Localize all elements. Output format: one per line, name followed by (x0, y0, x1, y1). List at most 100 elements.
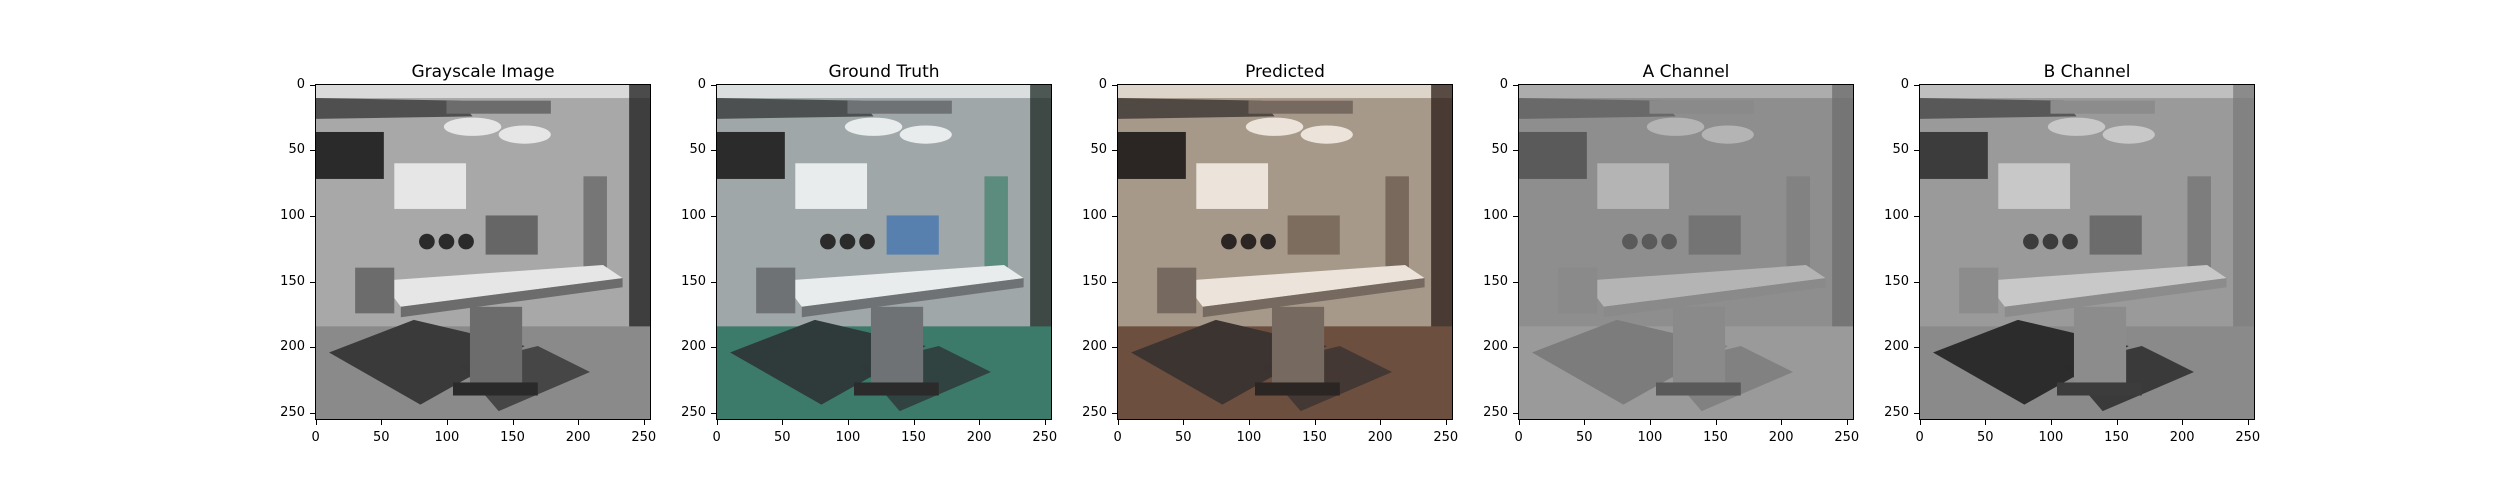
x-tick-mark (1919, 420, 1921, 425)
y-tick-mark (711, 150, 716, 152)
y-tick-label: 50 (1090, 142, 1107, 158)
x-tick-label: 250 (2235, 430, 2261, 445)
x-tick-mark (1715, 420, 1717, 425)
y-tick-mark (310, 412, 315, 414)
x-tick-mark (2247, 420, 2249, 425)
y-tick-label: 100 (1884, 207, 1909, 223)
x-tick-label: 200 (565, 430, 591, 445)
y-tick-label: 250 (681, 404, 706, 420)
y-tick-label: 200 (1483, 339, 1508, 355)
x-tick-mark (578, 420, 580, 425)
y-tick-mark (1112, 150, 1117, 152)
y-tick-label: 0 (1499, 76, 1508, 92)
x-tick-label: 150 (500, 430, 525, 445)
y-tick-label: 200 (681, 339, 706, 355)
y-tick-mark (711, 215, 716, 217)
x-tick-mark (1781, 420, 1783, 425)
y-tick-label: 200 (1082, 339, 1107, 355)
panel-title: Grayscale Image (411, 62, 555, 82)
x-tick-mark (2050, 420, 2052, 425)
y-tick-mark (1914, 215, 1919, 217)
y-tick-mark (711, 347, 716, 349)
y-tick-label: 100 (1483, 207, 1508, 223)
y-tick-mark (310, 150, 315, 152)
x-tick-label: 100 (835, 430, 861, 445)
x-tick-mark (782, 420, 784, 425)
y-tick-label: 50 (1892, 142, 1909, 158)
y-tick-label: 50 (1491, 142, 1508, 158)
y-tick-label: 200 (1884, 339, 1909, 355)
y-tick-label: 200 (280, 339, 305, 355)
panel-image (1518, 84, 1854, 420)
x-tick-mark (1314, 420, 1316, 425)
panel-title: A Channel (1642, 62, 1730, 82)
y-tick-mark (1513, 412, 1518, 414)
x-tick-label: 50 (1977, 430, 1994, 445)
y-tick-label: 100 (1082, 207, 1107, 223)
x-tick-mark (847, 420, 849, 425)
x-tick-label: 150 (1703, 430, 1728, 445)
panel-image (1117, 84, 1453, 420)
x-tick-label: 250 (1032, 430, 1058, 445)
x-tick-mark (1445, 420, 1447, 425)
x-tick-mark (1183, 420, 1185, 425)
panel-image (315, 84, 651, 420)
x-tick-label: 50 (1175, 430, 1192, 445)
x-tick-label: 0 (1514, 430, 1523, 445)
x-tick-label: 200 (1768, 430, 1794, 445)
y-tick-mark (1112, 215, 1117, 217)
x-tick-label: 200 (1367, 430, 1393, 445)
y-tick-mark (310, 84, 315, 86)
y-tick-mark (711, 412, 716, 414)
image-panel: A Channel 0 50 100 150 200 250 0 50 100 150 200 250 (1483, 0, 1859, 500)
y-tick-label: 250 (1082, 404, 1107, 420)
x-tick-label: 50 (1576, 430, 1593, 445)
panel-title: Ground Truth (828, 62, 940, 82)
y-tick-label: 50 (689, 142, 706, 158)
x-tick-label: 100 (2038, 430, 2064, 445)
y-tick-mark (1513, 347, 1518, 349)
y-tick-mark (310, 215, 315, 217)
image-panel: Grayscale Image 0 50 100 150 200 250 0 50 100 150… (280, 0, 656, 500)
image-panel: B Channel 0 50 100 150 200 250 0 50 100 150 200 250 (1884, 0, 2260, 500)
y-tick-label: 150 (1884, 273, 1909, 289)
y-tick-mark (310, 281, 315, 283)
x-tick-mark (913, 420, 915, 425)
x-tick-mark (1044, 420, 1046, 425)
y-tick-mark (1112, 347, 1117, 349)
y-tick-label: 50 (288, 142, 305, 158)
x-tick-label: 200 (966, 430, 992, 445)
x-tick-label: 100 (1236, 430, 1262, 445)
y-tick-mark (1513, 281, 1518, 283)
y-tick-mark (1513, 215, 1518, 217)
y-tick-mark (1914, 412, 1919, 414)
panel-title: B Channel (2043, 62, 2131, 82)
x-tick-mark (1518, 420, 1520, 425)
x-tick-label: 0 (712, 430, 721, 445)
y-tick-label: 100 (681, 207, 706, 223)
x-tick-mark (381, 420, 383, 425)
image-panel: Predicted 0 50 100 150 200 250 0 50 100 150 200 250 (1082, 0, 1458, 500)
x-tick-label: 150 (901, 430, 926, 445)
y-tick-label: 150 (1082, 273, 1107, 289)
x-tick-mark (512, 420, 514, 425)
y-tick-mark (1112, 84, 1117, 86)
y-tick-mark (711, 84, 716, 86)
x-tick-mark (716, 420, 718, 425)
y-tick-mark (1914, 281, 1919, 283)
x-tick-label: 250 (1433, 430, 1459, 445)
x-tick-label: 0 (1915, 430, 1924, 445)
y-tick-mark (1914, 84, 1919, 86)
x-tick-label: 100 (434, 430, 460, 445)
x-tick-mark (1846, 420, 1848, 425)
y-tick-label: 100 (280, 207, 305, 223)
y-tick-label: 0 (1900, 76, 1909, 92)
x-tick-label: 150 (1302, 430, 1327, 445)
x-tick-label: 250 (631, 430, 657, 445)
x-tick-mark (1117, 420, 1119, 425)
x-tick-label: 150 (2104, 430, 2129, 445)
y-tick-label: 250 (1884, 404, 1909, 420)
y-tick-label: 150 (681, 273, 706, 289)
x-tick-mark (315, 420, 317, 425)
x-tick-label: 250 (1834, 430, 1860, 445)
